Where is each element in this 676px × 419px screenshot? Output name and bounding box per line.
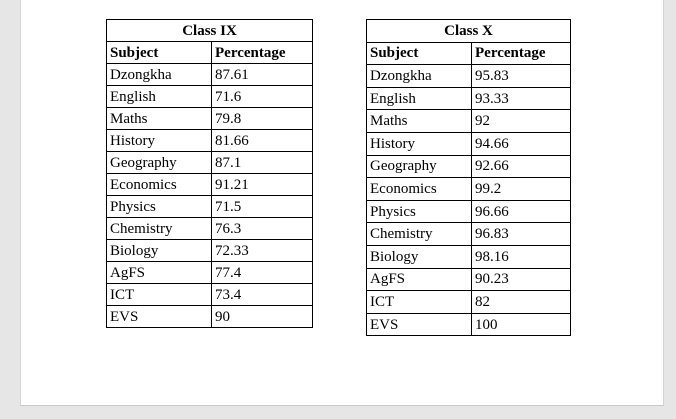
percentage-cell: 71.6	[211, 85, 313, 108]
subject-cell: English	[106, 85, 212, 108]
table-row: EVS 100	[366, 312, 571, 337]
table-row: AgFS 90.23	[366, 267, 571, 292]
subject-cell: Maths	[106, 107, 212, 130]
table-row: Physics 71.5	[106, 195, 313, 218]
subject-cell: Physics	[366, 199, 472, 224]
percentage-cell: 76.3	[211, 217, 313, 240]
subject-cell: Dzongkha	[106, 63, 212, 86]
percentage-cell: 90.23	[471, 267, 571, 292]
table-row: History 94.66	[366, 131, 571, 156]
subject-cell: EVS	[106, 305, 212, 328]
percentage-cell: 87.1	[211, 151, 313, 174]
subject-cell: Geography	[106, 151, 212, 174]
table-row: ICT 73.4	[106, 283, 313, 306]
percentage-cell: 72.33	[211, 239, 313, 262]
class-x-percentage-header: Percentage	[471, 41, 571, 66]
class-ix-title: Class IX	[106, 19, 313, 42]
subject-cell: Biology	[366, 244, 472, 269]
table-row: ICT 82	[366, 290, 571, 314]
subject-cell: Economics	[106, 173, 212, 196]
table-row: Biology 98.16	[366, 244, 571, 269]
table-row: Maths 79.8	[106, 107, 313, 130]
table-row: Chemistry 76.3	[106, 217, 313, 240]
subject-cell: EVS	[366, 312, 472, 337]
percentage-cell: 98.16	[471, 244, 571, 269]
percentage-cell: 73.4	[211, 283, 313, 306]
subject-cell: Maths	[366, 109, 472, 133]
class-x-table: Class X Subject Percentage Dzongkha 95.83…	[366, 19, 571, 337]
percentage-cell: 71.5	[211, 195, 313, 218]
percentage-cell: 96.83	[471, 222, 571, 246]
subject-cell: Economics	[366, 177, 472, 201]
percentage-cell: 91.21	[211, 173, 313, 196]
subject-cell: Dzongkha	[366, 64, 472, 88]
subject-cell: English	[366, 86, 472, 111]
percentage-cell: 82	[471, 290, 571, 314]
table-row: History 81.66	[106, 129, 313, 152]
percentage-cell: 95.83	[471, 64, 571, 88]
table-row: Dzongkha 95.83	[366, 64, 571, 88]
subject-cell: Physics	[106, 195, 212, 218]
table-row: Chemistry 96.83	[366, 222, 571, 246]
table-row: AgFS 77.4	[106, 261, 313, 284]
class-ix-subject-header: Subject	[106, 41, 212, 64]
percentage-cell: 92.66	[471, 154, 571, 179]
subject-cell: Chemistry	[366, 222, 472, 246]
percentage-cell: 81.66	[211, 129, 313, 152]
class-ix-percentage-header: Percentage	[211, 41, 313, 64]
table-row: English 71.6	[106, 85, 313, 108]
percentage-cell: 87.61	[211, 63, 313, 86]
percentage-cell: 96.66	[471, 199, 571, 224]
table-row: Maths 92	[366, 109, 571, 133]
subject-cell: ICT	[366, 290, 472, 314]
class-ix-rows: Dzongkha 87.61 English 71.6 Maths 79.8 History…	[106, 63, 313, 328]
class-ix-table: Class IX Subject Percentage Dzongkha 87.6…	[106, 19, 313, 328]
percentage-cell: 92	[471, 109, 571, 133]
subject-cell: Biology	[106, 239, 212, 262]
subject-cell: History	[106, 129, 212, 152]
table-row: Physics 96.66	[366, 199, 571, 224]
table-row: Geography 92.66	[366, 154, 571, 179]
subject-cell: AgFS	[106, 261, 212, 284]
table-row: Geography 87.1	[106, 151, 313, 174]
table-row: Economics 99.2	[366, 177, 571, 201]
percentage-cell: 100	[471, 312, 571, 337]
percentage-cell: 90	[211, 305, 313, 328]
table-row: Biology 72.33	[106, 239, 313, 262]
subject-cell: History	[366, 131, 472, 156]
subject-cell: Chemistry	[106, 217, 212, 240]
percentage-cell: 79.8	[211, 107, 313, 130]
table-row: Economics 91.21	[106, 173, 313, 196]
document-page: Class IX Subject Percentage Dzongkha 87.6…	[20, 0, 664, 406]
table-row: EVS 90	[106, 305, 313, 328]
table-row: English 93.33	[366, 86, 571, 111]
percentage-cell: 99.2	[471, 177, 571, 201]
subject-cell: ICT	[106, 283, 212, 306]
class-x-title: Class X	[366, 19, 571, 43]
percentage-cell: 77.4	[211, 261, 313, 284]
class-x-subject-header: Subject	[366, 41, 472, 66]
subject-cell: AgFS	[366, 267, 472, 292]
class-x-rows: Dzongkha 95.83 English 93.33 Maths 92 History 9…	[366, 64, 571, 337]
table-row: Dzongkha 87.61	[106, 63, 313, 86]
subject-cell: Geography	[366, 154, 472, 179]
percentage-cell: 93.33	[471, 86, 571, 111]
percentage-cell: 94.66	[471, 131, 571, 156]
